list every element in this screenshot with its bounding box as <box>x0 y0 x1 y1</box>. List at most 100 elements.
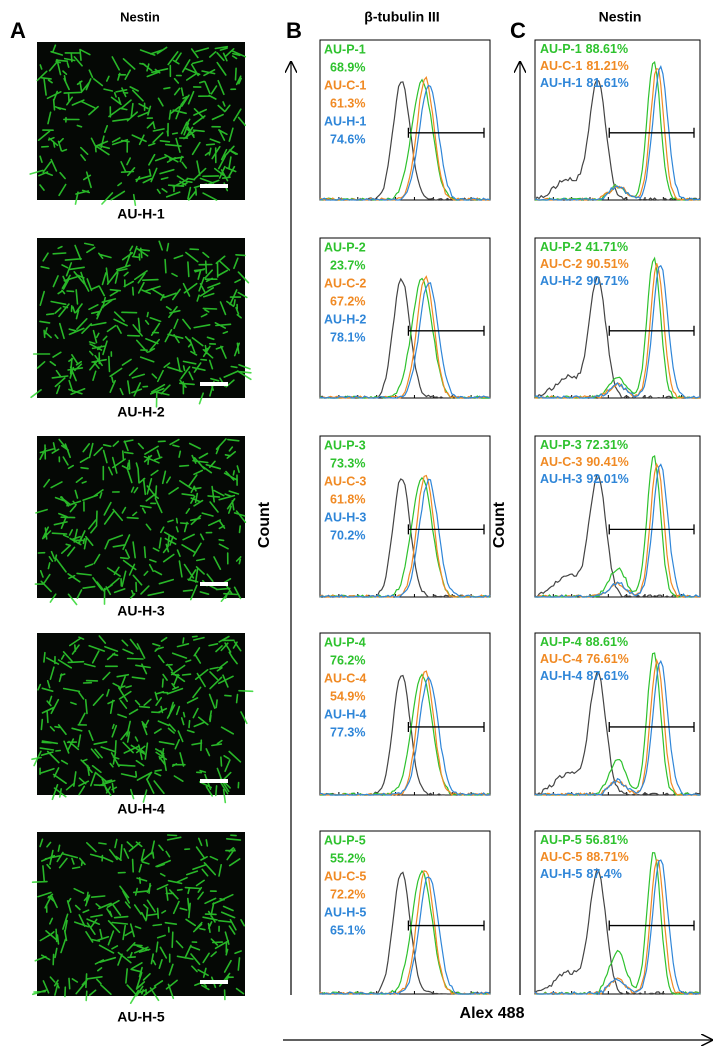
percent: 67.2% <box>330 294 365 308</box>
histogram-frame <box>534 435 701 598</box>
sample-name: AU-P-2 <box>324 240 366 254</box>
sample-name: AU-H-3 <box>324 510 366 524</box>
histogram-curves <box>534 60 701 201</box>
percent: 88.61% <box>586 42 628 56</box>
histogram-frame <box>534 39 701 201</box>
percent: 54.9% <box>330 689 365 703</box>
scale-bar <box>200 582 228 586</box>
percent: 90.51% <box>586 257 628 271</box>
sample-name: AU-C-5 <box>540 850 582 864</box>
percent: 78.1% <box>330 330 365 344</box>
sample-name: AU-H-4 <box>540 669 582 683</box>
sample-name: AU-H-4 <box>324 707 366 721</box>
sample-name: AU-C-5 <box>324 869 366 883</box>
scale-bar <box>200 779 228 783</box>
histogram-frame <box>319 632 491 796</box>
entry-label: AU-C-3 90.41% <box>540 455 629 469</box>
histogram-frame <box>319 435 491 598</box>
cell-texture <box>31 635 254 804</box>
curve <box>319 275 491 399</box>
sample-name: AU-P-4 <box>324 635 366 649</box>
sample-name: AU-P-3 <box>540 438 582 452</box>
percent: 72.31% <box>586 438 628 452</box>
sample-name: AU-H-5 <box>540 867 582 881</box>
entry-label: AU-P-2 41.71% <box>540 240 628 254</box>
sample-name: AU-H-1 <box>540 76 582 90</box>
percent: 41.71% <box>586 240 628 254</box>
entry-label: AU-H-4 87.61% <box>540 669 629 683</box>
curve <box>319 676 491 796</box>
percent: 90.41% <box>586 455 628 469</box>
y-axis-label: Count <box>491 501 508 548</box>
histogram-frame <box>319 830 491 995</box>
curve <box>534 463 701 598</box>
histogram-frame <box>534 632 701 796</box>
histogram-curves <box>534 852 701 995</box>
sample-name: AU-P-5 <box>540 833 582 847</box>
percent: 87.4% <box>586 867 621 881</box>
cell-texture <box>31 834 246 1004</box>
percent: 76.2% <box>330 653 365 667</box>
panel-title: Nestin <box>599 9 642 25</box>
sample-name: AU-C-1 <box>540 59 582 73</box>
histogram-frame <box>319 237 491 399</box>
sample-name: AU-C-4 <box>324 671 366 685</box>
entry-label: AU-C-2 90.51% <box>540 257 629 271</box>
panel-title: β-tubulin III <box>364 9 439 25</box>
curve <box>535 658 700 796</box>
percent: 72.2% <box>330 887 365 901</box>
sample-name: AU-H-2 <box>324 312 366 326</box>
sample-name: AU-C-3 <box>540 455 582 469</box>
gate <box>407 524 485 535</box>
micrograph <box>37 238 245 398</box>
percent: 92.01% <box>586 472 628 486</box>
x-axis-label: Alex 488 <box>460 1005 525 1022</box>
gate <box>407 721 485 732</box>
sample-name: AU-H-5 <box>324 905 366 919</box>
curve <box>319 84 491 201</box>
percent: 88.71% <box>586 850 628 864</box>
histogram-frame <box>319 39 491 201</box>
image-label: AU-H-2 <box>117 404 165 420</box>
curve <box>534 78 701 201</box>
sample-name: AU-C-4 <box>540 652 582 666</box>
panel-letter: C <box>510 18 526 43</box>
percent: 90.71% <box>586 274 628 288</box>
scale-bar <box>200 382 228 386</box>
sample-name: AU-C-1 <box>324 78 366 92</box>
percent: 70.2% <box>330 528 365 542</box>
panel-letter: B <box>286 18 302 43</box>
entry-label: AU-C-4 76.61% <box>540 652 629 666</box>
percent: 76.61% <box>586 652 628 666</box>
curve <box>534 65 701 201</box>
entry-label: AU-P-4 88.61% <box>540 635 628 649</box>
percent: 87.61% <box>586 669 628 683</box>
image-label: AU-H-5 <box>117 1009 165 1025</box>
curve <box>535 455 701 598</box>
curve <box>534 671 701 796</box>
curve <box>534 859 701 995</box>
curve <box>319 282 491 399</box>
percent: 77.3% <box>330 725 365 739</box>
curve <box>319 876 491 995</box>
y-axis-label: Count <box>256 501 273 548</box>
percent: 65.1% <box>330 923 365 937</box>
histogram-frame <box>534 830 701 995</box>
scale-bar <box>200 980 228 984</box>
percent: 81.61% <box>586 76 628 90</box>
histogram-curves <box>319 474 491 598</box>
sample-name: AU-P-5 <box>324 833 366 847</box>
curve <box>534 474 700 598</box>
sample-name: AU-H-2 <box>540 274 582 288</box>
histogram-curves <box>319 869 491 995</box>
cell-texture <box>34 438 247 606</box>
panel-title: Nestin <box>120 9 160 24</box>
histogram-curves <box>319 75 491 201</box>
micrograph <box>37 42 245 200</box>
sample-name: AU-C-3 <box>324 474 366 488</box>
percent: 61.8% <box>330 492 365 506</box>
entry-label: AU-H-3 92.01% <box>540 472 629 486</box>
sample-name: AU-H-3 <box>540 472 582 486</box>
entry-label: AU-P-5 56.81% <box>540 833 628 847</box>
